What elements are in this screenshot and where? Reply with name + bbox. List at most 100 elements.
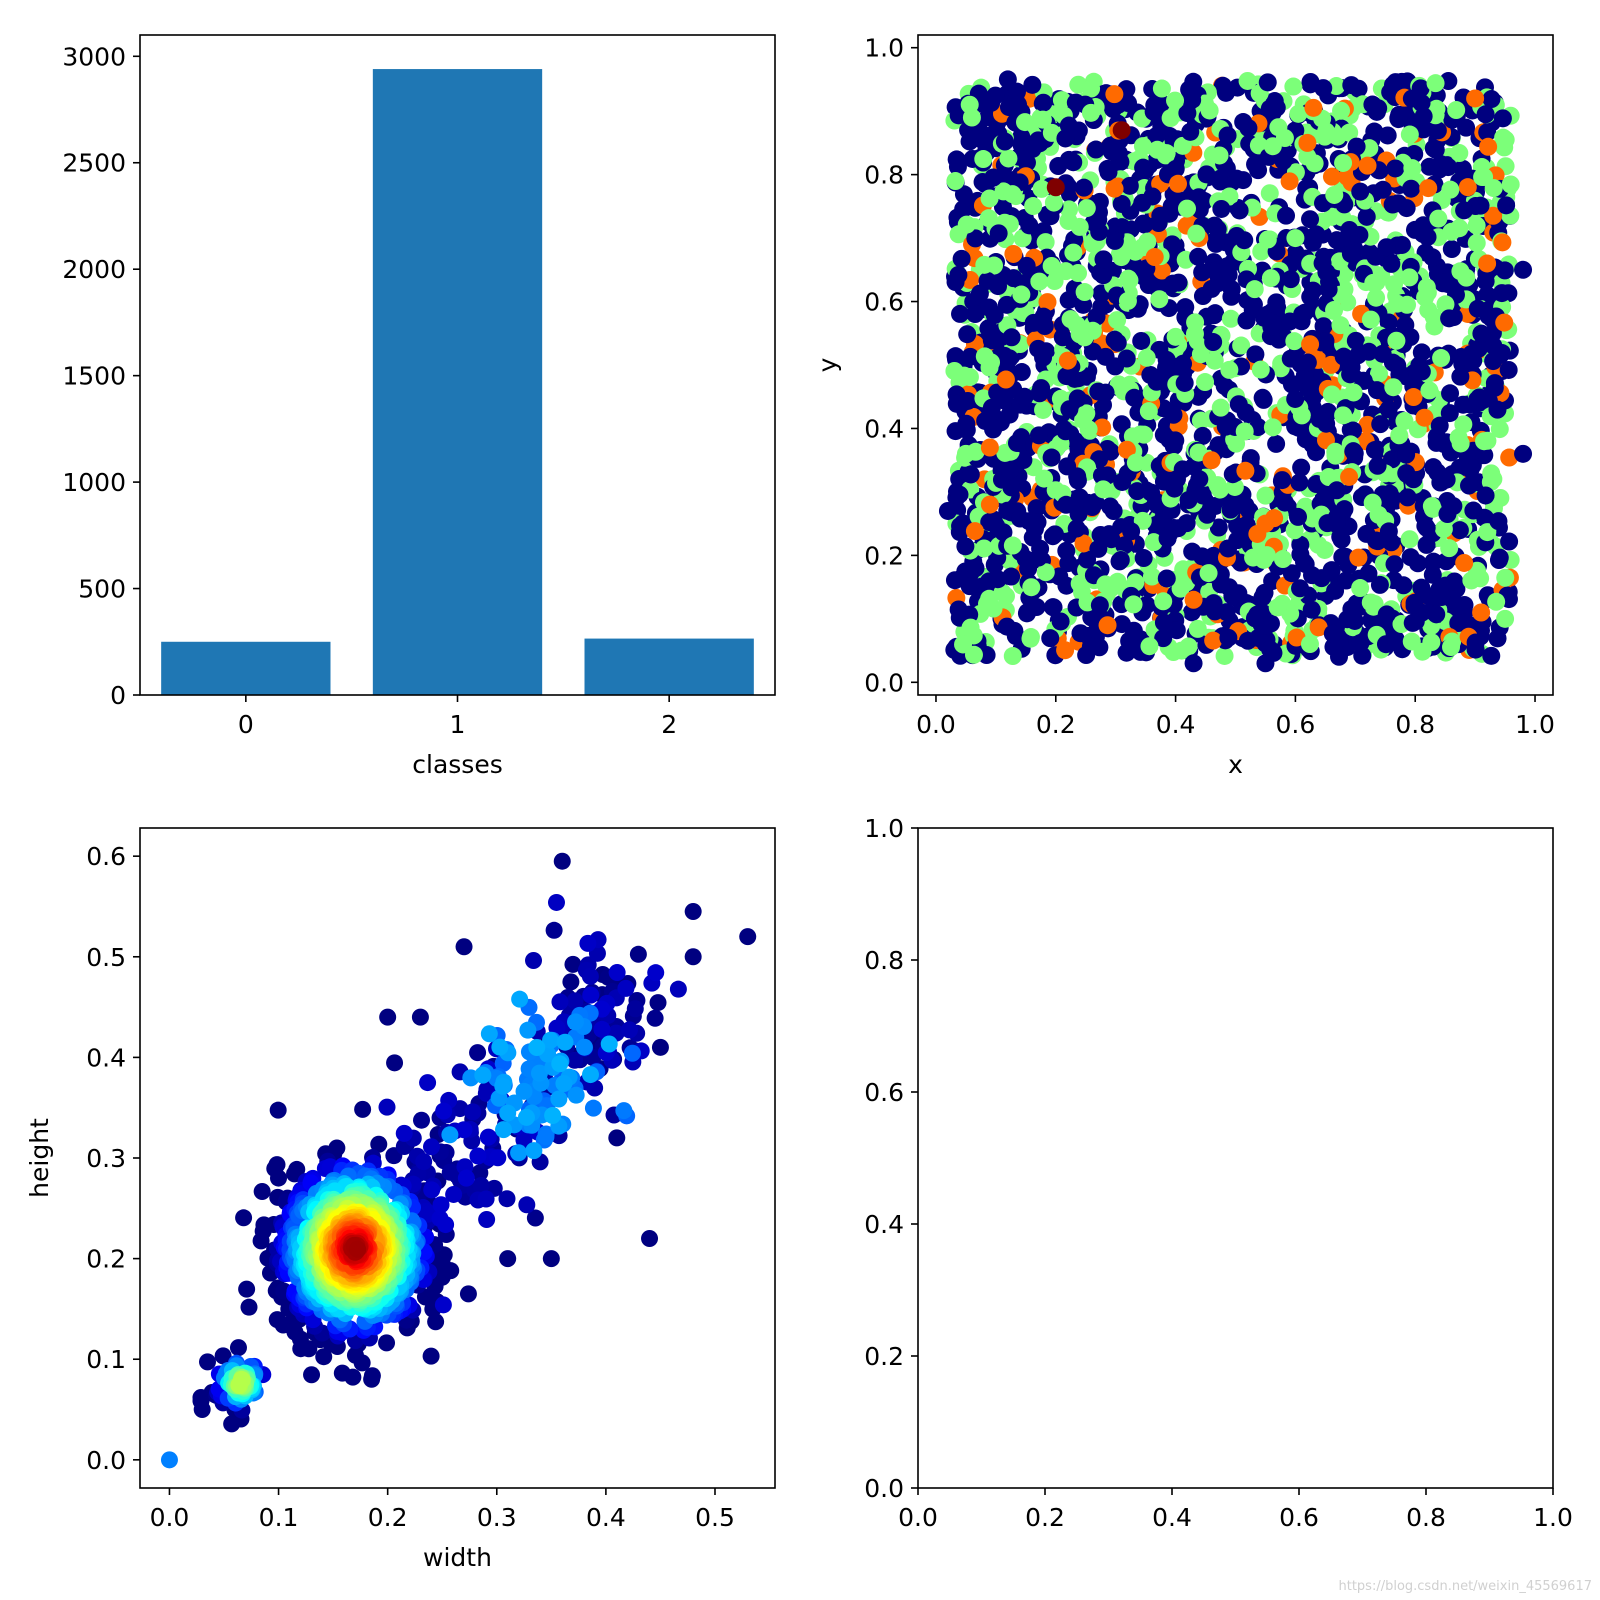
xy-point (1058, 351, 1077, 370)
xy-point (1397, 464, 1416, 483)
xy-point (1487, 592, 1506, 611)
xy-point (1323, 624, 1342, 643)
xy-point (1094, 480, 1113, 499)
xy-point (1128, 482, 1147, 501)
xy-point (1189, 247, 1208, 266)
x-tick-label: 0.8 (1406, 1503, 1446, 1532)
xy-point (1455, 553, 1474, 572)
xy-point (998, 70, 1017, 89)
xy-point (1395, 412, 1414, 431)
axes-frame (917, 827, 1554, 1489)
xy-point (1061, 310, 1080, 329)
xy-point (1117, 349, 1136, 368)
xy-point (1069, 504, 1088, 523)
xy-point (1190, 470, 1209, 489)
xy-point (1361, 310, 1380, 329)
xy-point (1439, 158, 1458, 177)
xy-point (1303, 233, 1322, 252)
xy-point (1077, 646, 1096, 665)
y-tick-label: 3000 (62, 42, 126, 71)
wh-point (581, 1066, 599, 1084)
xy-point (1479, 137, 1498, 156)
xy-point (951, 517, 970, 536)
xy-point (1070, 325, 1089, 344)
xy-point (1390, 426, 1409, 445)
xy-point (1494, 128, 1513, 147)
xy-point (1386, 630, 1405, 649)
xy-point (947, 150, 966, 169)
xy-point (1007, 433, 1026, 452)
xy-point (1023, 528, 1042, 547)
xy-point (1096, 347, 1115, 366)
wh-point (617, 979, 635, 997)
xy-point (1169, 273, 1188, 292)
xy-point (1354, 371, 1373, 390)
wh-point (518, 1196, 536, 1214)
xy-point (1235, 231, 1254, 250)
xy-point (1379, 400, 1398, 419)
xy-point (1326, 442, 1345, 461)
wh-point (515, 1131, 533, 1149)
xy-point (1261, 640, 1280, 659)
xy-point (1198, 505, 1217, 524)
wh-point (435, 1102, 453, 1120)
xy-point (1417, 278, 1436, 297)
x-tick-label: 0.0 (150, 1503, 190, 1532)
xy-point (1186, 313, 1205, 332)
xy-point (956, 444, 975, 463)
xy-point (1068, 389, 1087, 408)
xy-point (1472, 603, 1491, 622)
wh-point (584, 1099, 602, 1117)
xy-point (1238, 71, 1257, 90)
xy-point (1056, 129, 1075, 148)
xy-point (1426, 140, 1445, 159)
xy-point (1451, 367, 1470, 386)
xy-point (1428, 121, 1447, 140)
xy-point (1059, 554, 1078, 573)
xy-point (1358, 415, 1377, 434)
xy-point (1057, 495, 1076, 514)
bar-class-0 (161, 641, 331, 695)
wh-point (669, 980, 687, 998)
xy-point (1137, 348, 1156, 367)
xy-point (1205, 351, 1224, 370)
x-tick-label: 0 (238, 710, 254, 739)
wh-point (547, 893, 565, 911)
wh-point (348, 1240, 366, 1258)
xy-point (1464, 501, 1483, 520)
wh-point (378, 1334, 396, 1352)
y-tick-label: 0.2 (864, 541, 904, 570)
wh-point (395, 1124, 413, 1142)
xy-point (1344, 383, 1363, 402)
xy-point (1400, 268, 1419, 287)
wh-point (413, 1111, 431, 1129)
wh-point (567, 1086, 585, 1104)
xy-point (1292, 406, 1311, 425)
xy-point (1033, 110, 1052, 129)
y-tick-label: 0.3 (86, 1144, 126, 1173)
y-tick-label: 2000 (62, 255, 126, 284)
xy-point (1300, 635, 1319, 654)
xy-point (1384, 378, 1403, 397)
xy-point (1038, 293, 1057, 312)
wh-point (269, 1101, 287, 1119)
xy-point (1102, 142, 1121, 161)
xy-point (1004, 269, 1023, 288)
xy-point (1152, 261, 1171, 280)
xy-point (1152, 79, 1171, 98)
xy-point (1011, 509, 1030, 528)
xy-point (1081, 103, 1100, 122)
xy-point (999, 149, 1018, 168)
wh-point (193, 1401, 211, 1419)
xy-point (1082, 79, 1101, 98)
xy-point (1042, 256, 1061, 275)
wh-point (423, 1181, 441, 1199)
xy-point (1317, 122, 1336, 141)
xy-point (1112, 415, 1131, 434)
xy-point (1298, 147, 1317, 166)
x-tick-label: 0.4 (1156, 710, 1196, 739)
xy-point (1046, 178, 1065, 197)
xy-point (1112, 615, 1131, 634)
xy-point (995, 132, 1014, 151)
